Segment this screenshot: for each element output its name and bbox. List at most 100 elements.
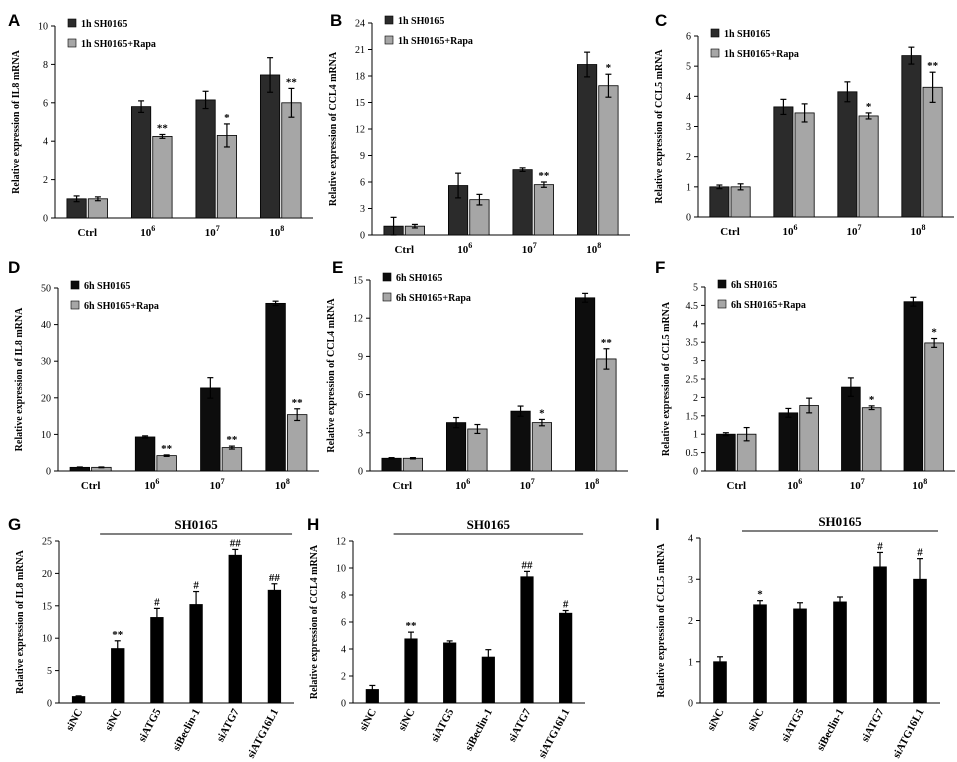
panel-e-y-label: Relative expression of CCL4 mRNA	[326, 298, 337, 453]
panel-i-significance: #	[877, 540, 883, 552]
panel-d-x-tick-label: 108	[275, 477, 290, 492]
panel-i-bar	[873, 566, 887, 704]
panel-g-bar	[150, 617, 164, 704]
panel-f-x-tick-label: 108	[912, 477, 927, 492]
panel-f-y-tick-label: 4.5	[686, 301, 699, 312]
panel-h-significance: #	[563, 599, 569, 611]
panel-b-legend-label: 1h SH0165+Rapa	[398, 36, 473, 47]
panel-i-bracket-label: SH0165	[818, 514, 862, 529]
panel-d-significance: **	[161, 443, 173, 455]
panel-a-bar	[87, 198, 109, 219]
panel-c-x-tick-sup: 6	[794, 223, 798, 232]
panel-b-significance: *	[606, 62, 612, 74]
panel-a-bar	[216, 135, 238, 219]
panel-c-y-tick-label: 1	[686, 182, 691, 193]
panel-a-bar	[152, 135, 173, 219]
panel-c-legend-swatch	[710, 48, 720, 58]
panel-a-bar	[259, 74, 281, 219]
panel-h-x-tick-label: siATG5	[429, 706, 457, 744]
panel-g-significance: ##	[230, 537, 242, 549]
panel-d-significance: **	[292, 397, 304, 409]
panel-d-legend-swatch	[70, 280, 80, 290]
panel-e-y-tick-label: 0	[358, 467, 363, 478]
panel-e-letter: E	[332, 258, 343, 277]
panel-h-x-tick-label: siNC	[396, 707, 418, 733]
panel-b-significance: **	[538, 170, 550, 182]
panel-c-bar	[794, 112, 815, 218]
panel-d-legend-label: 6h SH0165+Rapa	[84, 301, 159, 312]
panel-i-x-tick-label: siNC	[745, 707, 767, 733]
panel-g-letter: G	[8, 515, 21, 534]
panel-g-y-tick-label: 0	[47, 699, 52, 710]
panel-b-bar	[512, 169, 533, 236]
panel-G: G 0 5 10 15 20 25 Relative expression of IL8 mR…	[8, 515, 294, 760]
panel-b-y-tick-label: 9	[360, 151, 365, 162]
panel-h-x-tick-label: siNC	[357, 707, 379, 733]
panel-f-y-tick-label: 4	[693, 319, 698, 330]
panel-b-y-tick-label: 18	[355, 72, 365, 83]
panel-d-letter: D	[8, 258, 20, 277]
panel-e-y-tick-label: 6	[358, 390, 363, 401]
panel-C: C 0 1 2 3 4 5 6 Relative expression of CCL5 mRNA…	[654, 11, 954, 238]
panel-h-bar	[404, 638, 418, 704]
panel-e-bar	[445, 422, 467, 472]
panel-d-x-tick-label: Ctrl	[81, 480, 101, 492]
panel-a-y-tick-label: 6	[43, 98, 48, 109]
panel-a-y-tick-label: 10	[38, 22, 48, 33]
panel-e-bar	[510, 410, 531, 472]
panel-a-x-tick-sup: 6	[151, 224, 155, 233]
panel-h-x-tick-label: siATG7	[506, 706, 534, 744]
panel-d-significance: **	[226, 434, 238, 446]
panel-e-x-tick-label: 106	[455, 477, 470, 492]
panel-e-y-tick-label: 3	[358, 428, 363, 439]
panel-d-y-label: Relative expression of IL8 mRNA	[14, 307, 25, 451]
panel-g-x-tick-label: siNC	[64, 707, 86, 733]
panel-a-y-label: Relative expression of IL8 mRNA	[11, 49, 22, 193]
panel-c-bar	[730, 186, 751, 218]
panel-e-bar	[575, 297, 596, 472]
panel-f-x-tick-label: 107	[850, 477, 865, 492]
panel-h-y-tick-label: 6	[341, 618, 346, 629]
panel-c-bar	[773, 106, 794, 218]
panel-a-letter: A	[8, 11, 20, 30]
panel-f-bar	[903, 301, 924, 472]
panel-c-bar	[922, 86, 943, 218]
panel-g-y-tick-label: 5	[47, 666, 52, 677]
panel-e-legend-label: 6h SH0165+Rapa	[396, 293, 471, 304]
panel-i-x-tick-label: siBeclin-1	[815, 707, 847, 753]
panel-a-x-tick-label: 107	[205, 224, 220, 239]
panel-d-bar	[265, 302, 286, 472]
panel-i-y-tick-label: 3	[688, 575, 693, 586]
panel-e-bar	[596, 358, 617, 472]
panel-f-bar	[841, 386, 861, 472]
panel-g-significance: #	[154, 596, 160, 608]
panel-b-y-label: Relative expression of CCL4 mRNA	[328, 51, 339, 206]
panel-b-x-tick-label: 107	[522, 241, 537, 256]
panel-g-significance: ##	[269, 572, 281, 584]
panel-a-significance: **	[286, 76, 298, 88]
panel-h-significance: **	[406, 620, 418, 632]
panel-h-letter: H	[307, 515, 319, 534]
panel-g-bracket-label: SH0165	[174, 517, 218, 532]
panel-d-x-tick-label: 106	[144, 477, 159, 492]
panel-a-significance: *	[224, 112, 230, 124]
panel-h-y-tick-label: 4	[341, 645, 346, 656]
panel-a-bar	[130, 106, 152, 219]
panel-a-x-tick-sup: 7	[216, 224, 220, 233]
panel-d-x-tick-sup: 8	[286, 477, 290, 486]
panel-i-y-tick-label: 4	[688, 534, 693, 545]
panel-f-y-tick-label: 1	[693, 430, 698, 441]
panel-A: A 0 2 4 6 8 10 Relative expression of IL8 mRNA C…	[8, 11, 313, 239]
panel-b-letter: B	[330, 11, 342, 30]
panel-h-bracket-label: SH0165	[467, 517, 511, 532]
panel-F: F 0 0.5 1 1.5 2 2.5 3 3.5 4 4.5 5 Relative expressio…	[655, 258, 955, 492]
panel-h-y-label: Relative expression of CCL4 mRNA	[309, 544, 320, 699]
panel-f-legend-label: 6h SH0165+Rapa	[731, 300, 806, 311]
panel-h-x-tick-label: siATG16L1	[536, 707, 572, 760]
panel-f-y-tick-label: 0	[693, 467, 698, 478]
panel-d-bar	[221, 447, 243, 472]
panel-a-legend-swatch	[67, 38, 77, 48]
panel-d-x-tick-label: 107	[210, 477, 225, 492]
panel-i-y-tick-label: 1	[688, 657, 693, 668]
